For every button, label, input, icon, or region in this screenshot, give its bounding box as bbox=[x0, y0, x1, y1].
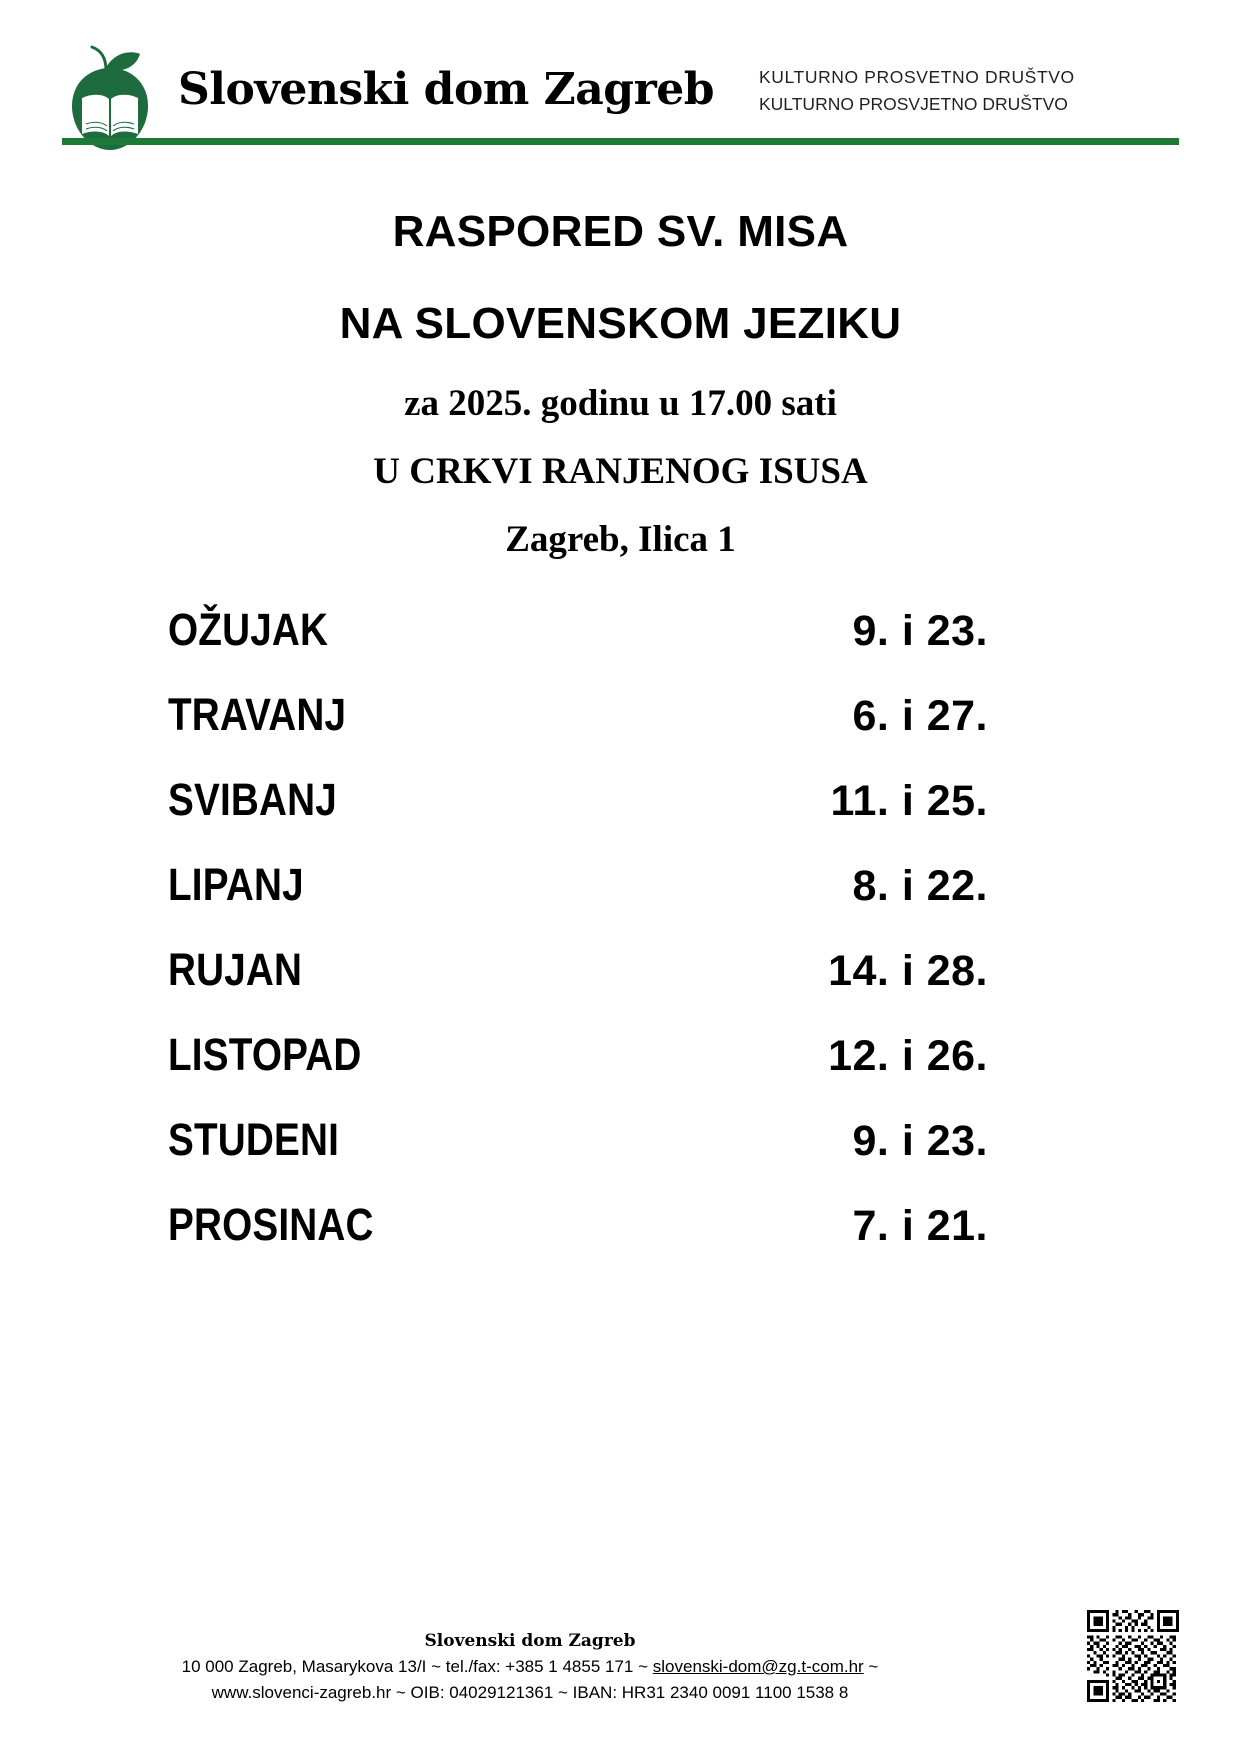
schedule-month-label: PROSINAC bbox=[168, 1199, 374, 1250]
footer-address-suffix: ~ bbox=[863, 1657, 879, 1676]
qr-code[interactable] bbox=[1087, 1610, 1179, 1702]
footer-organization-name: Slovenski dom Zagreb bbox=[424, 1631, 636, 1651]
schedule-month-label: OŽUJAK bbox=[168, 604, 329, 655]
schedule-dates-value: 9. i 23. bbox=[852, 607, 988, 655]
subtitle-croatian: KULTURNO PROSVJETNO DRUŠTVO bbox=[759, 94, 1068, 114]
page-title-line-2: NA SLOVENSKOM JEZIKU bbox=[339, 299, 902, 348]
schedule-month-label: SVIBANJ bbox=[168, 774, 337, 825]
schedule-row: OŽUJAK 9. i 23. bbox=[168, 604, 988, 689]
schedule-row: SVIBANJ 11. i 25. bbox=[168, 774, 988, 859]
header-divider-rule bbox=[62, 138, 1179, 145]
organization-name: Slovenski dom Zagreb bbox=[178, 64, 715, 115]
page-masthead: Slovenski dom Zagreb KULTURNO PROSVETNO … bbox=[0, 0, 1241, 160]
footer-contact-block: Slovenski dom Zagreb 10 000 Zagreb, Masa… bbox=[0, 1629, 1060, 1706]
page-title-line-1: RASPORED SV. MISA bbox=[392, 207, 849, 256]
schedule-month-label: RUJAN bbox=[168, 944, 303, 995]
organization-subtitle: KULTURNO PROSVETNO DRUŠTVO KULTURNO PROS… bbox=[759, 64, 1075, 118]
page-subtitle-year-time: za 2025. godinu u 17.00 sati bbox=[404, 383, 837, 424]
schedule-month-label: LISTOPAD bbox=[168, 1029, 362, 1080]
apple-with-open-book-logo bbox=[62, 44, 158, 152]
schedule-month-label: STUDENI bbox=[168, 1114, 340, 1165]
schedule-dates-value: 9. i 23. bbox=[852, 1117, 988, 1165]
schedule-row: STUDENI 9. i 23. bbox=[168, 1114, 988, 1199]
schedule-row: LIPANJ 8. i 22. bbox=[168, 859, 988, 944]
document-title-block: RASPORED SV. MISA NA SLOVENSKOM JEZIKU z… bbox=[0, 186, 1241, 574]
page-subtitle-address: Zagreb, Ilica 1 bbox=[505, 519, 736, 560]
subtitle-slovene: KULTURNO PROSVETNO DRUŠTVO bbox=[759, 67, 1075, 87]
footer-email-link[interactable]: slovenski-dom@zg.t-com.hr bbox=[652, 1657, 864, 1676]
page-subtitle-church: U CRKVI RANJENOG ISUSA bbox=[373, 451, 868, 492]
schedule-dates-value: 11. i 25. bbox=[830, 777, 988, 825]
mass-schedule-list: OŽUJAK 9. i 23. TRAVANJ 6. i 27. SVIBANJ… bbox=[168, 604, 988, 1284]
schedule-dates-value: 12. i 26. bbox=[828, 1032, 988, 1080]
schedule-row: LISTOPAD 12. i 26. bbox=[168, 1029, 988, 1114]
schedule-dates-value: 8. i 22. bbox=[852, 862, 988, 910]
schedule-dates-value: 6. i 27. bbox=[852, 692, 988, 740]
schedule-month-label: LIPANJ bbox=[168, 859, 304, 910]
schedule-dates-value: 7. i 21. bbox=[852, 1202, 988, 1250]
schedule-row: PROSINAC 7. i 21. bbox=[168, 1199, 988, 1284]
schedule-row: RUJAN 14. i 28. bbox=[168, 944, 988, 1029]
footer-address-line: 10 000 Zagreb, Masarykova 13/I ~ tel./fa… bbox=[0, 1654, 1060, 1680]
footer-address-text: 10 000 Zagreb, Masarykova 13/I ~ tel./fa… bbox=[181, 1657, 653, 1676]
schedule-dates-value: 14. i 28. bbox=[828, 947, 988, 995]
schedule-month-label: TRAVANJ bbox=[168, 689, 347, 740]
schedule-row: TRAVANJ 6. i 27. bbox=[168, 689, 988, 774]
footer-web-oib-iban-line: www.slovenci-zagreb.hr ~ OIB: 0402912136… bbox=[211, 1683, 849, 1702]
